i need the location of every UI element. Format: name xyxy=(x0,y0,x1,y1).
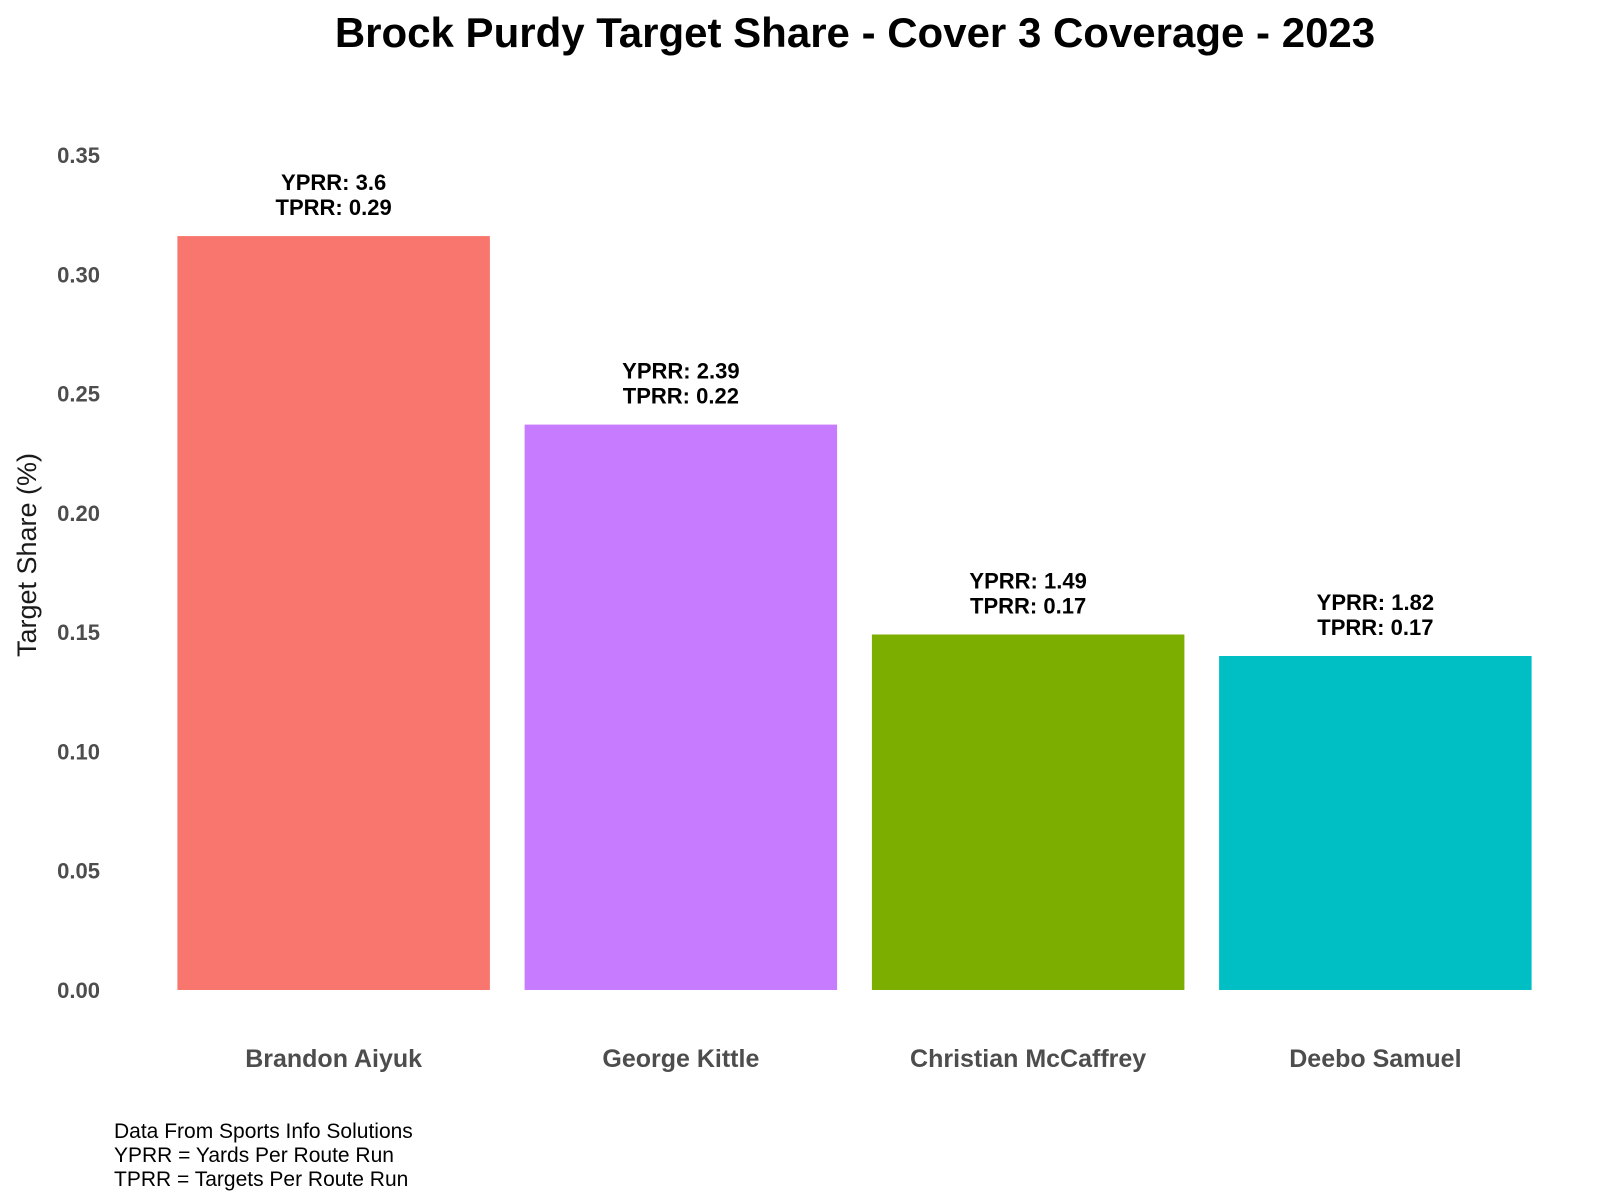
caption-line: YPRR = Yards Per Route Run xyxy=(114,1144,394,1167)
bar-annotation: YPRR: 1.82 xyxy=(1317,590,1434,615)
y-axis-ticks: 0.00 0.05 0.10 0.15 0.20 0.25 0.30 0.35 xyxy=(57,143,100,1003)
y-tick-label: 0.10 xyxy=(57,739,100,764)
bar xyxy=(177,236,490,991)
x-axis-ticks: Brandon Aiyuk George Kittle Christian McCa… xyxy=(245,1045,1461,1073)
bars xyxy=(177,236,1532,991)
caption-line: TPRR = Targets Per Route Run xyxy=(114,1168,408,1191)
y-tick-label: 0.05 xyxy=(57,859,100,884)
x-tick-label: George Kittle xyxy=(602,1045,759,1073)
y-tick-label: 0.15 xyxy=(57,620,100,645)
bar-annotation: TPRR: 0.29 xyxy=(276,195,392,220)
y-tick-label: 0.20 xyxy=(57,501,100,526)
bar-annotation: TPRR: 0.17 xyxy=(1317,615,1433,640)
y-tick-label: 0.35 xyxy=(57,143,100,168)
bar-annotation: YPRR: 1.49 xyxy=(969,569,1086,594)
chart-title: Brock Purdy Target Share - Cover 3 Cover… xyxy=(335,9,1375,56)
bar-annotation: YPRR: 2.39 xyxy=(622,359,739,384)
bar-annotation: TPRR: 0.22 xyxy=(623,384,739,409)
bar-annotation: YPRR: 3.6 xyxy=(281,170,386,195)
y-tick-label: 0.30 xyxy=(57,262,100,287)
y-tick-label: 0.25 xyxy=(57,382,100,407)
bar xyxy=(524,424,838,991)
bar-annotation: TPRR: 0.17 xyxy=(970,594,1086,619)
bar xyxy=(1219,656,1532,990)
y-tick-label: 0.00 xyxy=(57,978,100,1003)
bar xyxy=(871,634,1185,990)
x-tick-label: Christian McCaffrey xyxy=(910,1045,1146,1073)
y-axis-label: Target Share (%) xyxy=(12,453,42,657)
x-tick-label: Deebo Samuel xyxy=(1289,1045,1461,1073)
x-tick-label: Brandon Aiyuk xyxy=(245,1045,422,1073)
caption-line: Data From Sports Info Solutions xyxy=(114,1120,413,1143)
